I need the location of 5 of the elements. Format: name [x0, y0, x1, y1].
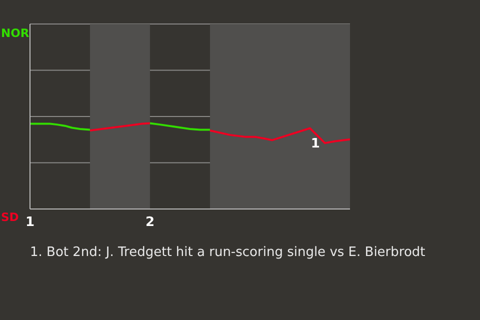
x-tick-label: 2 [145, 215, 155, 230]
annotation: 1 [310, 136, 320, 152]
text: 1. Bot 2nd: J. Tredgett hit a run-scoring single vs E. Bierbrodt [30, 245, 426, 260]
text: SD [1, 210, 19, 224]
text: NOR [1, 26, 30, 40]
